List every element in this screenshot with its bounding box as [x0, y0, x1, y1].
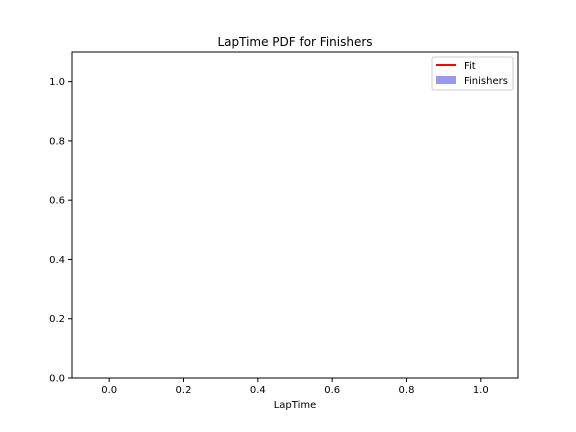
legend-finishers-label: Finishers — [464, 76, 508, 87]
legend: Fit Finishers — [431, 56, 514, 91]
y-tick-label: 0.4 — [49, 255, 65, 266]
y-tick-label: 0.0 — [49, 374, 65, 385]
x-tick-label: 0.6 — [324, 385, 340, 396]
legend-finishers-swatch — [436, 76, 456, 84]
y-tick-label: 0.8 — [49, 136, 65, 147]
x-tick-label: 1.0 — [473, 385, 489, 396]
x-axis-label: LapTime — [274, 400, 317, 411]
y-tick-label: 0.2 — [49, 314, 65, 325]
chart-title: LapTime PDF for Finishers — [217, 35, 372, 49]
x-tick-label: 0.4 — [250, 385, 266, 396]
y-axis-ticks: 0.0 0.2 0.4 0.6 0.8 1.0 — [49, 77, 72, 385]
x-tick-label: 0.0 — [101, 385, 117, 396]
plot-area — [71, 51, 519, 379]
x-tick-label: 0.8 — [399, 385, 415, 396]
x-tick-label: 0.2 — [176, 385, 192, 396]
y-tick-label: 0.6 — [49, 196, 65, 207]
x-axis-ticks: 0.0 0.2 0.4 0.6 0.8 1.0 — [101, 378, 489, 396]
legend-fit-label: Fit — [464, 61, 476, 72]
y-tick-label: 1.0 — [49, 77, 65, 88]
